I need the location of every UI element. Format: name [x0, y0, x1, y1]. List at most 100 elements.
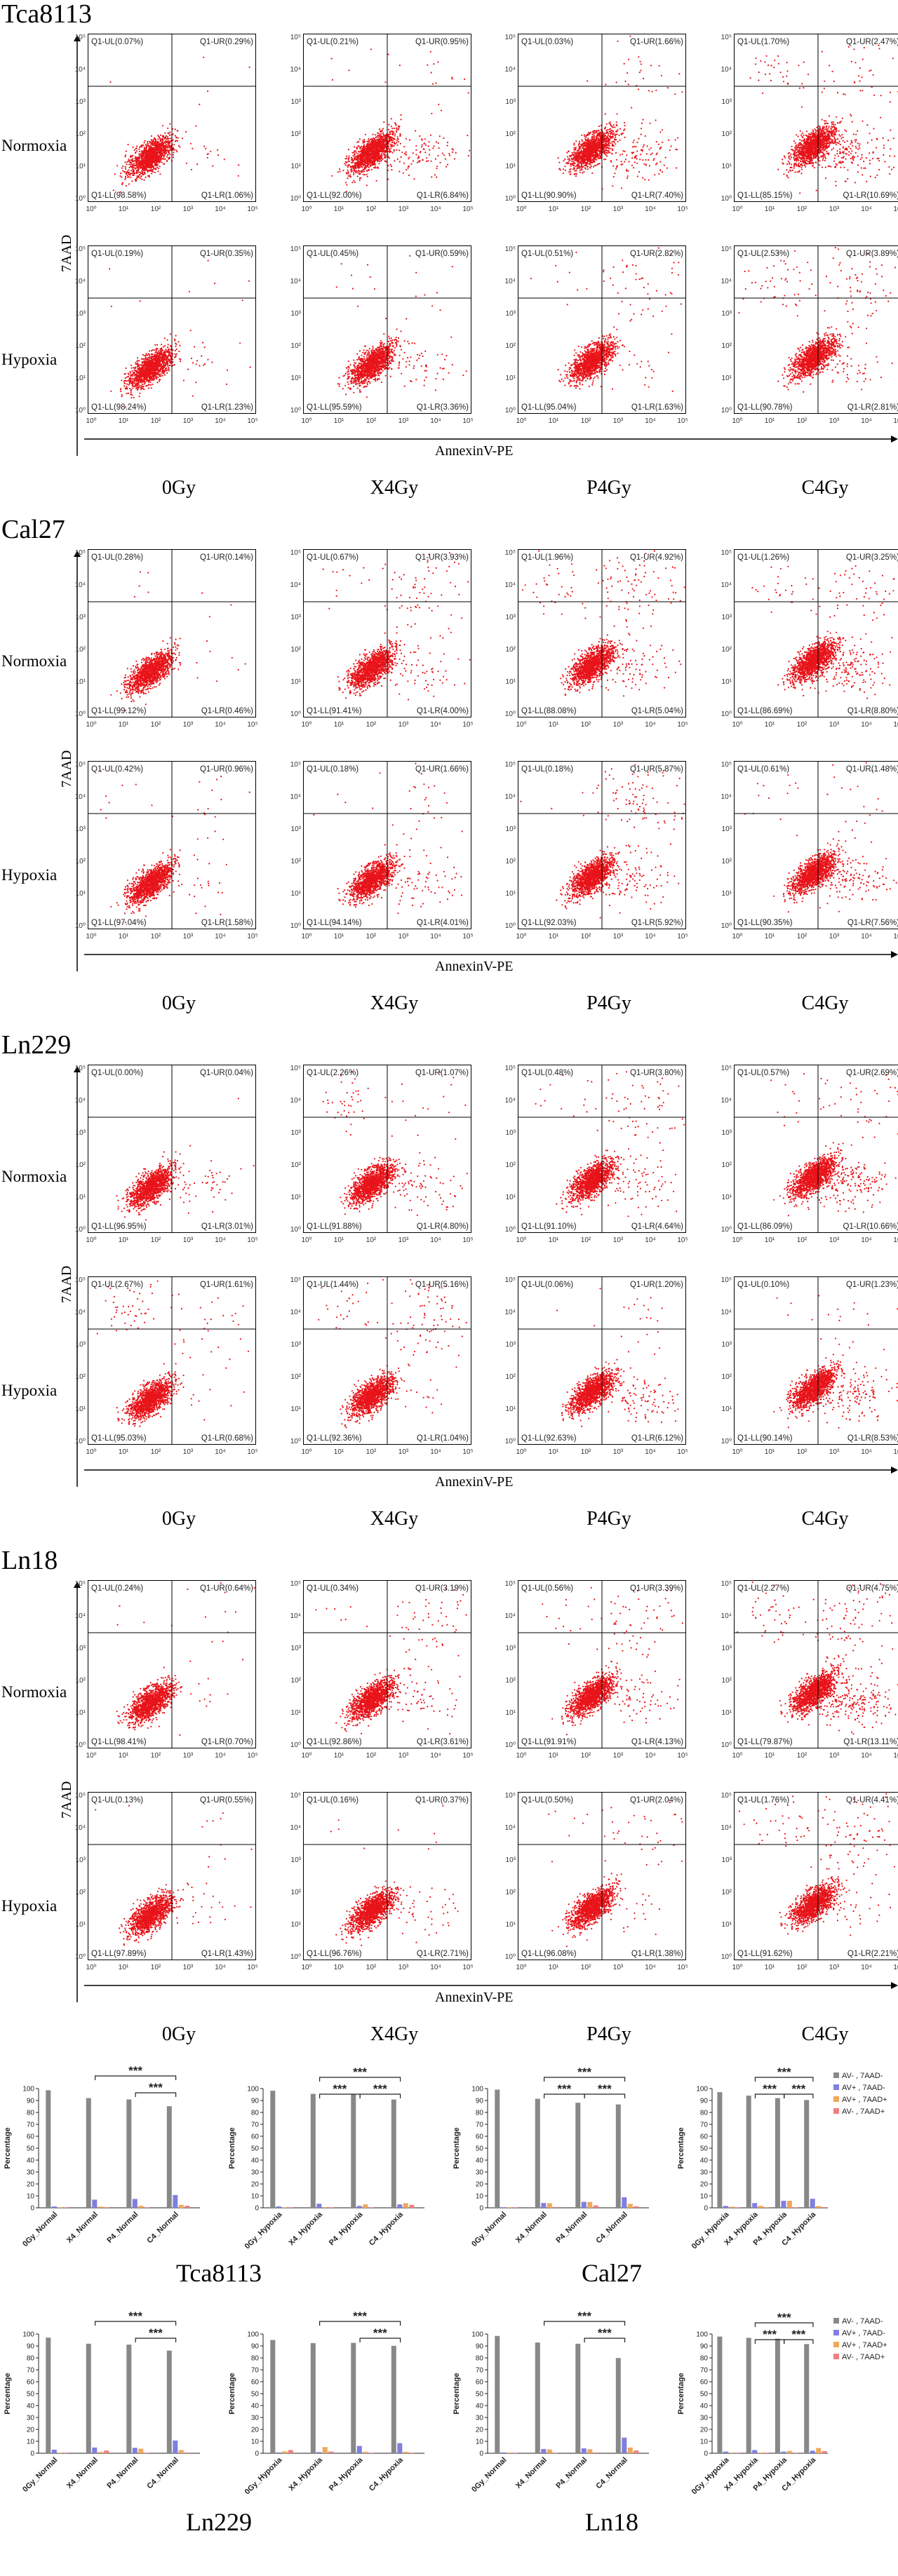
dot — [826, 128, 828, 131]
dot — [624, 121, 626, 124]
dot — [363, 149, 366, 151]
dot — [353, 173, 355, 175]
dot — [150, 169, 152, 171]
dot — [147, 155, 149, 157]
dot — [589, 144, 591, 147]
dot — [135, 177, 138, 180]
dot — [636, 175, 638, 177]
dot — [347, 149, 349, 151]
dot — [589, 166, 591, 168]
dot — [393, 144, 395, 147]
dot — [358, 138, 361, 140]
dot — [173, 151, 175, 154]
dot — [591, 159, 594, 161]
dot — [377, 140, 379, 142]
dot — [368, 158, 370, 160]
dot — [157, 158, 159, 160]
dot — [608, 151, 610, 154]
dot — [150, 147, 153, 149]
dot — [138, 156, 140, 159]
dot — [360, 166, 362, 168]
dot — [375, 136, 377, 138]
dot — [389, 136, 391, 138]
flow-plot: Q1-UL(1.70%) Q1-UR(2.47%) Q1-LL(85.15%) Q1-… — [721, 34, 898, 213]
dot — [659, 131, 662, 133]
dot — [172, 154, 175, 156]
dot — [585, 162, 587, 164]
dot — [212, 165, 214, 167]
dot — [167, 127, 169, 129]
dot — [130, 173, 132, 175]
dot — [163, 148, 166, 150]
dot — [394, 135, 396, 137]
dot — [572, 159, 574, 161]
dot — [393, 150, 395, 152]
dot — [657, 143, 659, 145]
dot — [161, 140, 163, 142]
y-tick-label: 10² — [506, 130, 516, 138]
dot — [144, 140, 146, 142]
dot — [389, 163, 391, 166]
dot — [362, 163, 364, 166]
dot — [640, 69, 642, 72]
dot — [570, 165, 572, 167]
dot — [610, 123, 612, 126]
dot — [607, 131, 609, 133]
dot — [424, 144, 427, 146]
dot — [120, 173, 122, 175]
dot — [592, 157, 595, 159]
dot — [609, 151, 611, 154]
dot — [603, 133, 605, 135]
dot — [376, 151, 378, 153]
dot — [610, 160, 612, 162]
dot — [796, 156, 798, 159]
dot — [380, 154, 382, 156]
dot — [130, 170, 133, 172]
dot — [786, 174, 788, 177]
dot — [168, 140, 170, 142]
dot — [659, 148, 661, 150]
dot — [391, 169, 393, 171]
dot — [575, 140, 577, 142]
dot — [661, 171, 664, 173]
dot — [154, 140, 156, 142]
dot — [571, 151, 573, 154]
dot — [408, 166, 410, 168]
x-tick-label: 10³ — [398, 205, 409, 213]
dot — [161, 156, 163, 158]
dot — [582, 153, 585, 155]
dot — [576, 165, 578, 167]
dot — [588, 146, 590, 148]
dot — [631, 157, 634, 159]
dot — [136, 150, 138, 152]
dot — [467, 92, 469, 94]
dot — [163, 141, 165, 143]
dot — [594, 159, 596, 161]
dot — [130, 159, 132, 161]
dot — [638, 56, 640, 58]
dot — [364, 151, 367, 153]
dot — [387, 151, 389, 153]
dot — [363, 156, 365, 158]
dot — [380, 133, 382, 135]
dot — [150, 139, 152, 141]
dot — [624, 159, 626, 161]
y-tick-label: 10⁰ — [505, 195, 516, 203]
x-tick-label: 10⁴ — [430, 205, 441, 213]
dot — [145, 168, 147, 170]
dot — [793, 140, 795, 142]
dot — [612, 136, 614, 138]
dot — [347, 166, 349, 168]
dot — [653, 158, 655, 160]
dot — [634, 156, 636, 159]
dot — [361, 157, 363, 159]
dot — [124, 166, 126, 168]
dot — [589, 131, 591, 133]
dot — [655, 163, 657, 166]
dot — [165, 152, 167, 154]
dot — [356, 158, 358, 160]
dot — [380, 141, 382, 143]
dot — [596, 152, 598, 154]
dot — [375, 146, 377, 148]
x-tick-label: 10² — [151, 205, 161, 213]
